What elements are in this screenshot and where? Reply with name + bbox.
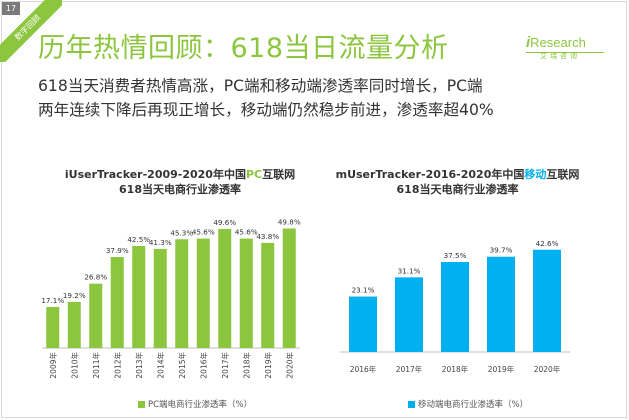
- chart-1-bar-6: [153, 248, 167, 348]
- chart-1-tick-label-4: 2012年: [112, 352, 122, 379]
- chart-2-tick-label-5: 2020年: [534, 364, 561, 374]
- chart-2-title-line-1: mUserTracker-2016-2020年中国移动互联网: [320, 167, 595, 182]
- chart-2-title-prefix: mUserTracker-2016-2020年中国: [335, 168, 525, 181]
- chart-2-data-label-5: 42.6%: [536, 239, 559, 248]
- chart-1-tick-label-6: 2014年: [155, 352, 165, 379]
- chart-1-bar-1: [46, 306, 60, 348]
- chart-1-tick-label-9: 2017年: [220, 352, 230, 379]
- chart-1-bar-11: [261, 242, 275, 348]
- chart-1-bar-3: [89, 283, 103, 348]
- chart-1-bar-4: [110, 257, 124, 348]
- chart-1-title: iUserTracker-2009-2020年中国PC互联网 618当天电商行业…: [40, 167, 320, 197]
- logo-wordmark: iResearch: [526, 34, 606, 51]
- chart-1-bar-8: [196, 238, 210, 348]
- chart-1-legend-label: PC端电商行业渗透率（%）: [148, 400, 253, 410]
- chart-2-tick-label-1: 2016年: [350, 364, 377, 374]
- subtitle-line-2: 两年连续下降后再现正增长，移动端仍然稳步前进，渗透率超40%: [38, 101, 494, 119]
- chart-1-bar-5: [132, 246, 146, 348]
- chart-1-tick-label-3: 2011年: [91, 352, 101, 379]
- page-subtitle: 618当天消费者热情高涨，PC端和移动端渗透率同时增长，PC端 两年连续下降后再…: [38, 74, 494, 122]
- chart-2-bar-5: [533, 249, 561, 352]
- chart-1-legend-swatch: [138, 401, 145, 408]
- chart-1-bar-12: [282, 228, 296, 348]
- chart-1-title-line-2: 618当天电商行业渗透率: [119, 183, 241, 196]
- chart-1-bar-7: [175, 239, 189, 348]
- chart-1-tick-label-10: 2018年: [241, 352, 251, 379]
- chart-2-legend-swatch: [408, 401, 415, 408]
- chart-1-data-label-10: 45.6%: [235, 228, 258, 237]
- chart-1-bar-9: [218, 228, 232, 348]
- page-number: 17: [2, 2, 20, 15]
- chart-1-tick-label-11: 2019年: [263, 352, 273, 379]
- chart-1-title-line-1: iUserTracker-2009-2020年中国PC互联网: [40, 167, 320, 182]
- logo-i: i: [526, 34, 531, 51]
- chart-1-data-label-7: 45.3%: [170, 228, 193, 237]
- chart-1-bar-10: [239, 238, 253, 348]
- chart-2-tick-label-3: 2018年: [442, 364, 469, 374]
- chart-2-data-label-1: 23.1%: [352, 286, 375, 295]
- chart-2-data-label-2: 31.1%: [398, 266, 421, 275]
- logo-underline: [526, 52, 604, 53]
- chart-2-data-label-3: 37.5%: [444, 251, 467, 260]
- chart-1-data-label-1: 17.1%: [41, 296, 64, 305]
- chart-1-data-label-4: 37.9%: [106, 246, 129, 255]
- chart-1-tick-label-2: 2010年: [69, 352, 79, 379]
- chart-1-data-label-5: 42.5%: [127, 235, 150, 244]
- chart-2-bar-2: [395, 277, 423, 352]
- chart-2-title: mUserTracker-2016-2020年中国移动互联网 618当天电商行业…: [320, 167, 595, 197]
- chart-1-tick-label-12: 2020年: [284, 352, 294, 379]
- iresearch-logo: iResearch 艾瑞咨询: [526, 34, 606, 74]
- chart-2-legend-label: 移动端电商行业渗透率（%）: [418, 400, 529, 410]
- logo-research: Research: [530, 35, 586, 50]
- chart-2-title-suffix: 互联网: [546, 168, 580, 181]
- chart-2-legend: 移动端电商行业渗透率（%）: [408, 398, 528, 410]
- chart-1-data-label-8: 45.6%: [192, 228, 215, 237]
- chart-1-data-label-9: 49.6%: [213, 218, 236, 227]
- chart-1-tick-label-7: 2015年: [177, 352, 187, 379]
- chart-2-title-line-2: 618当天电商行业渗透率: [396, 183, 519, 196]
- chart-2-data-label-4: 39.7%: [490, 246, 513, 255]
- chart-1-bar-2: [67, 301, 81, 348]
- chart-2-bar-3: [441, 262, 469, 352]
- chart-1-title-suffix: 互联网: [262, 168, 296, 181]
- chart-2-title-highlight: 移动: [524, 168, 547, 181]
- chart-1-data-label-3: 26.8%: [84, 273, 107, 282]
- chart-2-tick-label-4: 2019年: [488, 364, 515, 374]
- chart-1-title-highlight: PC: [245, 168, 263, 181]
- chart-2-bar-1: [349, 296, 377, 352]
- chart-1-legend: PC端电商行业渗透率（%）: [138, 398, 252, 410]
- chart-1-tick-label-1: 2009年: [48, 352, 58, 379]
- chart-1-title-prefix: iUserTracker-2009-2020年中国: [64, 168, 246, 181]
- chart-2-bar-4: [487, 256, 515, 352]
- chart-1-data-label-11: 43.8%: [256, 232, 279, 241]
- subtitle-line-1: 618当天消费者热情高涨，PC端和移动端渗透率同时增长，PC端: [38, 77, 483, 95]
- logo-chinese: 艾瑞咨询: [540, 52, 580, 60]
- chart-1-data-label-12: 49.8%: [278, 217, 301, 226]
- page-title: 历年热情回顾：618当日流量分析: [38, 33, 449, 64]
- chart-1-data-label-6: 41.3%: [149, 238, 172, 247]
- chart-1-tick-label-8: 2016年: [198, 352, 208, 379]
- chart-1-tick-label-5: 2013年: [134, 352, 144, 379]
- chart-2-tick-label-2: 2017年: [396, 364, 423, 374]
- chart-1-data-label-2: 19.2%: [63, 291, 86, 300]
